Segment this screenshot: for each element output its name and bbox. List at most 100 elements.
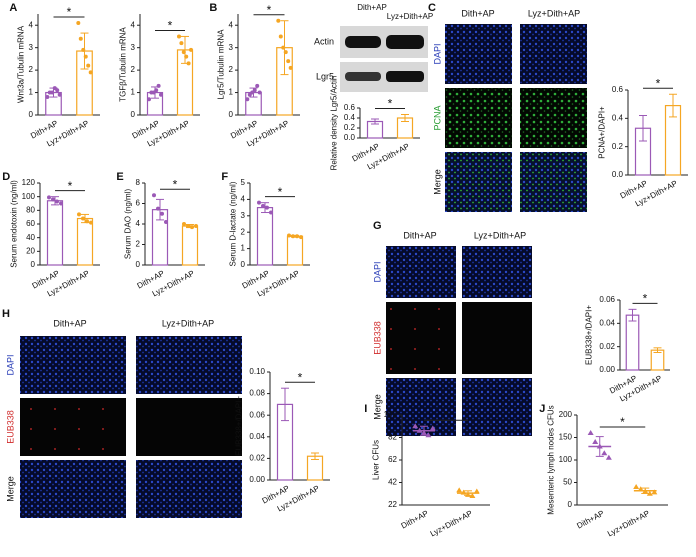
y-tick-label: 80 (26, 205, 35, 214)
row-label: DAPI (5, 354, 15, 375)
column-label: Dith+AP (461, 8, 494, 18)
column-label: Lyz+Dith+AP (474, 230, 526, 240)
significance-label: * (444, 408, 449, 422)
data-point (286, 59, 291, 64)
y-tick-label: 3 (29, 43, 34, 52)
y-axis-label: Lgr5/Tubulin mRNA (217, 29, 226, 100)
data-point (186, 224, 190, 229)
y-tick-label: 102 (384, 410, 398, 419)
y-tick-label: 0 (568, 500, 573, 509)
y-tick-label: 2 (229, 65, 234, 74)
image (445, 152, 512, 212)
data-point (283, 50, 288, 55)
image (462, 246, 532, 298)
image (136, 336, 242, 394)
data-point (646, 490, 653, 496)
y-tick-label: 20 (26, 246, 35, 255)
y-tick-label: 0.02 (249, 454, 265, 463)
y-tick-label: 82 (388, 433, 397, 442)
y-tick-label: 3 (241, 211, 246, 220)
image (462, 302, 532, 374)
data-point (156, 83, 161, 88)
y-tick-label: 0 (131, 110, 136, 119)
significance-label: * (620, 415, 625, 429)
data-point (86, 63, 91, 68)
data-point (257, 200, 261, 205)
data-point (278, 34, 283, 39)
data-point (154, 88, 159, 93)
y-tick-label: 1 (241, 244, 246, 253)
y-tick-label: 0.04 (249, 432, 265, 441)
y-tick-label: 0.06 (249, 410, 265, 419)
image (386, 302, 456, 374)
y-tick-label: 2 (241, 227, 246, 236)
data-point (181, 50, 186, 55)
y-tick-label: 60 (26, 219, 35, 228)
data-point (261, 203, 265, 208)
data-point (177, 34, 181, 39)
data-point (637, 486, 644, 492)
blot-band (345, 36, 381, 48)
data-point (473, 488, 480, 494)
y-tick-label: 0.08 (249, 389, 265, 398)
y-tick-label: 0.2 (344, 123, 356, 132)
data-point (88, 70, 93, 75)
microscopy-c: C Dith+AP Lyz+Dith+AP DAPI PCNA Merge (428, 2, 587, 212)
data-point (281, 45, 286, 50)
image (520, 152, 587, 212)
data-point (605, 454, 612, 460)
data-point (288, 65, 293, 70)
row-label: DAPI (372, 261, 382, 282)
data-point (57, 92, 62, 97)
y-tick-label: 2 (136, 240, 141, 249)
row-label: Lgr5 (316, 71, 334, 81)
y-tick-label: 0 (29, 110, 34, 119)
image (520, 88, 587, 148)
bar (625, 314, 640, 371)
y-tick-label: 42 (388, 478, 397, 487)
data-point (276, 18, 281, 23)
y-tick-label: 0.06 (599, 295, 615, 304)
bar (650, 349, 665, 371)
data-point (51, 197, 55, 202)
data-point (50, 90, 55, 95)
y-tick-label: 0.00 (599, 365, 615, 374)
data-point (596, 443, 603, 449)
bar (286, 235, 304, 266)
column-label: Dith+AP (53, 318, 86, 328)
image (20, 336, 126, 394)
bar (181, 225, 199, 266)
y-tick-label: 50 (563, 478, 572, 487)
microscopy-g: G Dith+AP Lyz+Dith+AP DAPI EUB338 Merge (372, 220, 532, 436)
y-tick-label: 4 (131, 20, 136, 29)
data-point (160, 211, 164, 216)
data-point (182, 222, 186, 226)
y-axis-label: PCNA+/DAPI+ (597, 106, 606, 159)
y-tick-label: 2 (131, 65, 136, 74)
y-tick-label: 0.00 (249, 475, 265, 484)
y-tick-label: 0 (136, 260, 141, 269)
y-tick-label: 1 (29, 88, 34, 97)
x-tick-label: Lyz+Dith+AP (606, 509, 651, 539)
y-tick-label: 5 (241, 178, 246, 187)
y-tick-label: 150 (559, 433, 573, 442)
y-tick-label: 62 (388, 455, 397, 464)
data-point (83, 54, 88, 59)
column-label: Lyz+Dith+AP (387, 12, 433, 21)
data-point (421, 430, 427, 435)
panel-letter: E (116, 171, 123, 183)
blot-band (386, 71, 424, 82)
microscopy-h: H Dith+AP Lyz+Dith+AP DAPI EUB338 Merge (2, 308, 242, 518)
panel-letter: D (2, 171, 10, 183)
data-point (460, 489, 467, 495)
panel-letter: F (221, 171, 228, 183)
column-label: Lyz+Dith+AP (528, 8, 580, 18)
y-axis-label: Wnt3a/Tubulin mRNA (17, 25, 26, 103)
data-point (587, 430, 594, 435)
image (20, 398, 126, 456)
data-point (78, 36, 83, 41)
data-point (77, 212, 81, 217)
data-point (456, 487, 463, 493)
y-tick-label: 0 (229, 110, 234, 119)
row-label: Merge (372, 394, 382, 420)
